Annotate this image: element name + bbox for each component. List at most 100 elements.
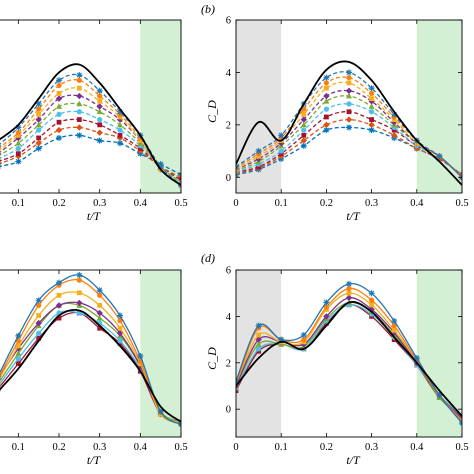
data-point [323,106,329,112]
x-tick-label: 0.5 [174,198,187,209]
data-point [301,132,307,138]
data-point [76,109,82,115]
data-point [323,74,330,81]
data-point [300,116,307,123]
data-point [96,309,103,317]
data-point [368,85,375,92]
data-point [345,294,353,302]
data-point [346,109,352,115]
data-point [391,132,398,139]
data-point [56,119,62,125]
data-point [117,312,123,319]
data-point [76,132,83,139]
data-point [323,80,329,86]
axes-box [235,269,463,438]
chart-panel: 0 0.1 0.2 0.3 0.4 0.5 0 2 4 6 t/T C_D [205,16,469,224]
data-point [117,132,123,138]
data-point [55,126,63,134]
data-point [0,384,1,387]
panel-label-d: (d) [201,251,215,265]
x-tick-label: 0.3 [365,442,378,453]
data-point [369,96,374,102]
data-point [0,156,1,159]
data-point [76,272,83,279]
data-point [323,127,330,134]
data-point [15,151,21,157]
data-point [76,77,82,83]
data-point [368,127,375,134]
data-point [96,87,103,94]
x-tick-label: 0.5 [174,442,187,453]
x-tick-label: 0.1 [275,198,288,209]
data-point [97,292,103,298]
data-point [76,72,83,79]
series-9 [236,116,462,178]
data-point [15,139,22,146]
data-point [56,292,62,298]
data-point [117,140,123,147]
x-axis-label: t/T [346,209,361,223]
data-point [369,109,375,115]
x-tick-label: 0.5 [455,198,468,209]
data-point [301,111,307,117]
data-point [36,335,42,341]
x-tick-label: 0.4 [410,198,424,209]
data-point [96,287,103,294]
data-point [345,116,353,123]
x-tick-label: 0.2 [320,442,333,453]
data-point [300,331,307,338]
data-point [323,121,330,129]
data-point [178,177,181,183]
data-point [15,355,21,362]
data-point [76,299,83,307]
data-point [35,297,42,304]
data-point [76,85,82,91]
data-point [36,111,42,117]
series-2 [236,280,462,427]
data-point [15,158,22,165]
data-point [56,103,62,109]
data-point [255,341,262,347]
axes-box [0,269,182,438]
x-tick-label: 0.4 [410,442,424,453]
data-point [36,313,42,318]
data-point [324,114,329,120]
data-point [15,124,22,131]
x-tick-label: 0 [233,198,238,209]
data-point [137,353,144,360]
data-point [369,117,374,123]
data-point [368,290,375,297]
data-point [346,92,352,99]
x-tick-label: 0.2 [52,442,65,453]
series-line [0,110,181,184]
data-point [323,313,330,320]
data-point [36,330,42,336]
x-tick-label: 0.3 [93,198,106,209]
y-axis-label: C_D [205,100,219,123]
data-point [278,132,285,139]
y-tick-label: 4 [226,312,232,323]
data-point [36,106,42,112]
panel-label-b: (b) [201,2,215,16]
x-axis-label: t/T [87,453,102,467]
data-point [301,336,307,343]
data-point [278,151,284,157]
data-point [369,297,375,303]
data-point [323,98,330,104]
data-point [346,280,352,287]
data-point [96,314,103,321]
data-point [76,92,83,100]
data-point [96,108,103,115]
data-point [117,108,123,115]
plot-area [0,63,181,189]
y-tick-label: 2 [226,120,231,131]
x-tick-label: 0.4 [134,442,148,453]
y-tick-label: 2 [226,358,231,369]
data-point [76,124,83,131]
series-line [0,63,181,186]
data-point [56,111,62,117]
data-point [55,95,63,102]
data-point [278,148,284,154]
data-point [236,388,239,394]
series-line [236,301,462,417]
